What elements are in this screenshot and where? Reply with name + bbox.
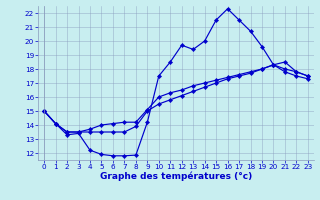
- X-axis label: Graphe des températures (°c): Graphe des températures (°c): [100, 172, 252, 181]
